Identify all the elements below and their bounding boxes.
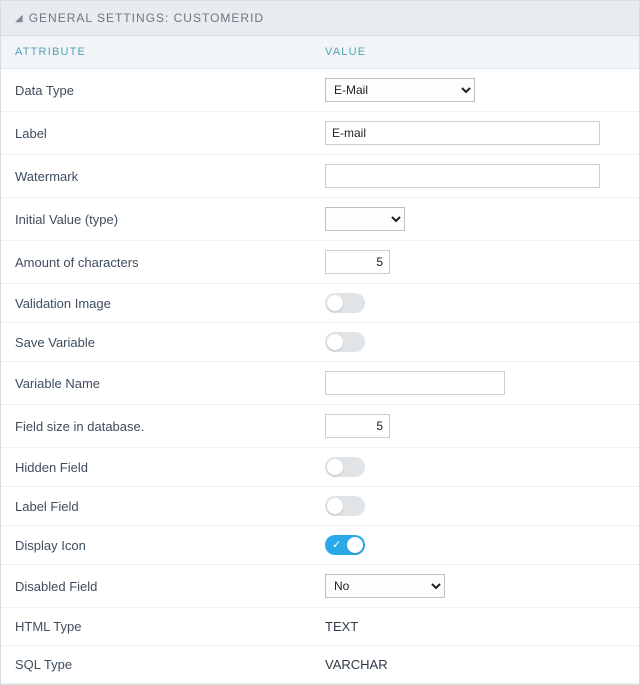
row-sql-type: SQL TypeVARCHAR xyxy=(1,646,639,684)
row-data-type: Data TypeE-Mail xyxy=(1,69,639,112)
display-icon-label: Display Icon xyxy=(15,538,325,553)
validation-image-label: Validation Image xyxy=(15,296,325,311)
disabled-field-value: No xyxy=(325,574,625,598)
field-size-db-label: Field size in database. xyxy=(15,419,325,434)
row-display-icon: Display Icon ✓ xyxy=(1,526,639,565)
hidden-field-toggle[interactable] xyxy=(325,457,365,477)
watermark-value xyxy=(325,164,625,188)
row-validation-image: Validation Image xyxy=(1,284,639,323)
field-size-db-input[interactable] xyxy=(325,414,390,438)
amount-chars-input[interactable] xyxy=(325,250,390,274)
collapse-icon: ◢ xyxy=(15,13,23,24)
initial-value-value xyxy=(325,207,625,231)
variable-name-input[interactable] xyxy=(325,371,505,395)
row-label-field: Label Field xyxy=(1,487,639,526)
display-icon-value: ✓ xyxy=(325,535,625,555)
field-size-db-value xyxy=(325,414,625,438)
html-type-label: HTML Type xyxy=(15,619,325,634)
row-watermark: Watermark xyxy=(1,155,639,198)
save-variable-label: Save Variable xyxy=(15,335,325,350)
label-field-toggle[interactable] xyxy=(325,496,365,516)
row-initial-value: Initial Value (type) xyxy=(1,198,639,241)
sql-type-text: VARCHAR xyxy=(325,657,388,672)
row-html-type: HTML TypeTEXT xyxy=(1,608,639,646)
variable-name-value xyxy=(325,371,625,395)
variable-name-label: Variable Name xyxy=(15,376,325,391)
data-type-label: Data Type xyxy=(15,83,325,98)
amount-chars-label: Amount of characters xyxy=(15,255,325,270)
row-save-variable: Save Variable xyxy=(1,323,639,362)
row-hidden-field: Hidden Field xyxy=(1,448,639,487)
label-input[interactable] xyxy=(325,121,600,145)
column-attribute: ATTRIBUTE xyxy=(15,46,325,58)
html-type-text: TEXT xyxy=(325,619,358,634)
hidden-field-value xyxy=(325,457,625,477)
sql-type-label: SQL Type xyxy=(15,657,325,672)
settings-panel: ◢ GENERAL SETTINGS: CUSTOMERID ATTRIBUTE… xyxy=(0,0,640,685)
hidden-field-label: Hidden Field xyxy=(15,460,325,475)
label-field-value xyxy=(325,496,625,516)
save-variable-toggle[interactable] xyxy=(325,332,365,352)
row-label: Label xyxy=(1,112,639,155)
row-disabled-field: Disabled FieldNo xyxy=(1,565,639,608)
disabled-field-label: Disabled Field xyxy=(15,579,325,594)
label-label: Label xyxy=(15,126,325,141)
initial-value-label: Initial Value (type) xyxy=(15,212,325,227)
data-type-value: E-Mail xyxy=(325,78,625,102)
watermark-input[interactable] xyxy=(325,164,600,188)
column-value: VALUE xyxy=(325,46,366,58)
row-amount-chars: Amount of characters xyxy=(1,241,639,284)
validation-image-toggle[interactable] xyxy=(325,293,365,313)
label-value xyxy=(325,121,625,145)
check-icon: ✓ xyxy=(332,538,341,552)
label-field-label: Label Field xyxy=(15,499,325,514)
validation-image-value xyxy=(325,293,625,313)
watermark-label: Watermark xyxy=(15,169,325,184)
disabled-field-select[interactable]: No xyxy=(325,574,445,598)
row-variable-name: Variable Name xyxy=(1,362,639,405)
save-variable-value xyxy=(325,332,625,352)
initial-value-select[interactable] xyxy=(325,207,405,231)
column-headers: ATTRIBUTE VALUE xyxy=(1,36,639,69)
panel-title: GENERAL SETTINGS: CUSTOMERID xyxy=(29,11,264,25)
amount-chars-value xyxy=(325,250,625,274)
data-type-select[interactable]: E-Mail xyxy=(325,78,475,102)
html-type-value: TEXT xyxy=(325,619,625,634)
row-field-size-db: Field size in database. xyxy=(1,405,639,448)
rows-container: Data TypeE-Mail Label Watermark Initial Val… xyxy=(1,69,639,684)
panel-header[interactable]: ◢ GENERAL SETTINGS: CUSTOMERID xyxy=(1,1,639,36)
sql-type-value: VARCHAR xyxy=(325,657,625,672)
display-icon-toggle[interactable]: ✓ xyxy=(325,535,365,555)
